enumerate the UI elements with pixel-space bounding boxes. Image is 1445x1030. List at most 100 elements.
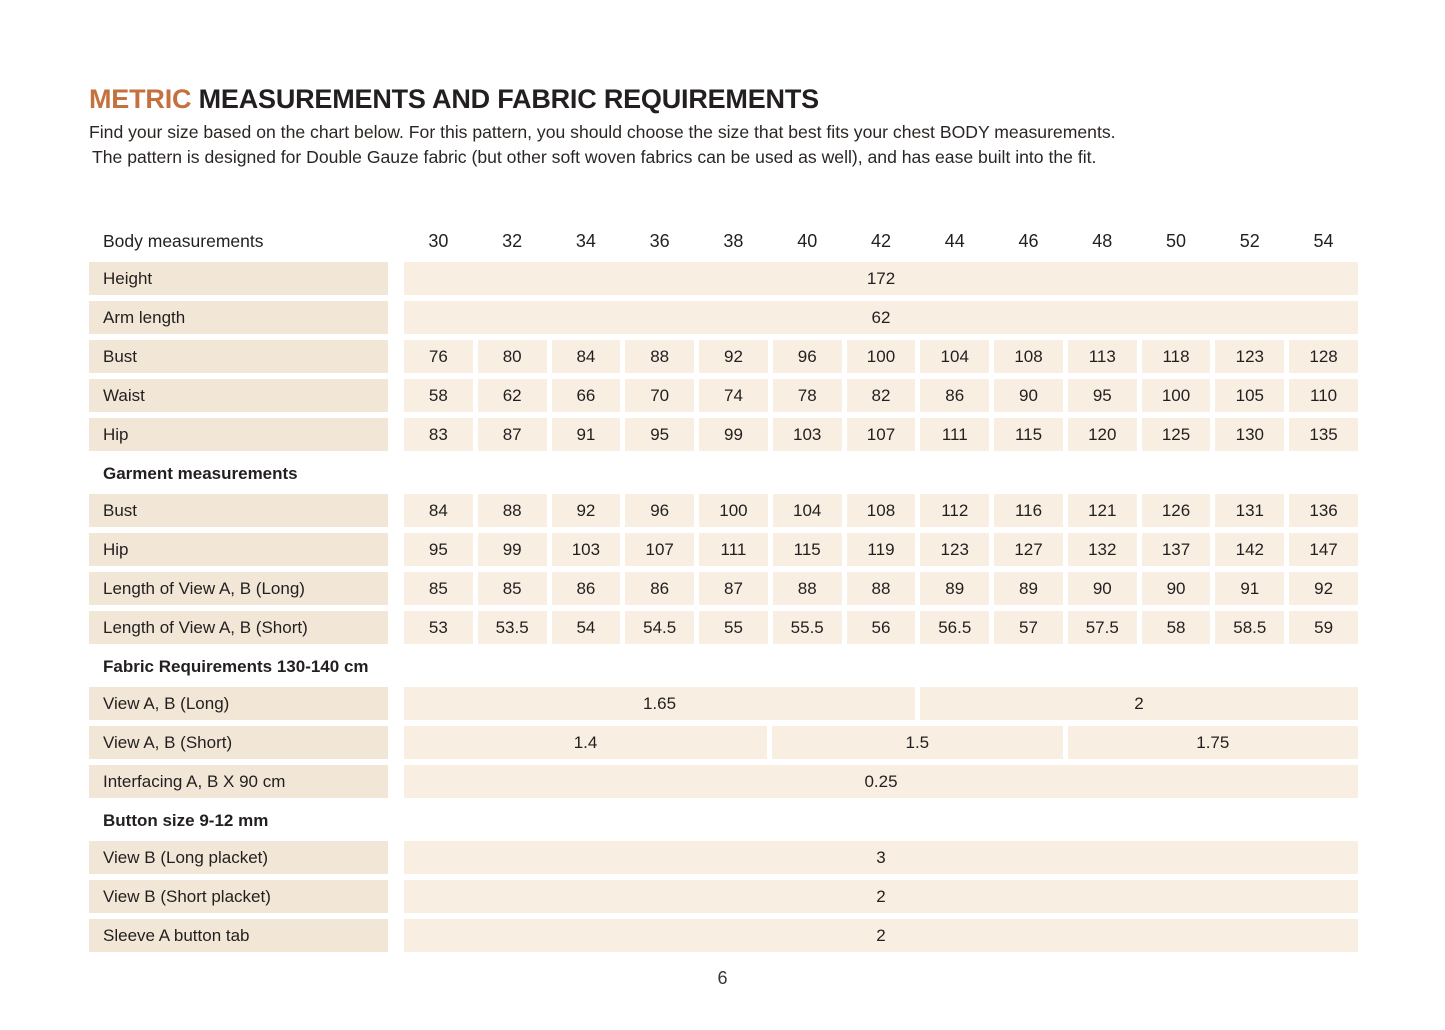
row-label: View A, B (Long) — [89, 687, 388, 720]
size-header-cell: 50 — [1166, 230, 1187, 251]
intro-line-1: Find your size based on the chart below.… — [89, 122, 1116, 143]
table-row: Bust 76 80 84 88 92 96 100 104 108 113 118 123 128 — [89, 340, 1358, 373]
size-header-cell: 36 — [649, 230, 670, 251]
table-row: View A, B (Short) 1.4 1.5 1.75 — [89, 726, 1359, 759]
table-row: Arm length 62 — [89, 301, 1358, 334]
table-row: View B (Short placket) 2 — [89, 880, 1358, 913]
section-title: Button size 9-12 mm — [103, 811, 269, 830]
table-cell: 86 — [625, 572, 695, 605]
table-cell: 91 — [1215, 572, 1285, 605]
table-cell: 90 — [1067, 572, 1137, 605]
row-data-area: 95 99 103 107 111 115 119 123 127 132 137 142 147 — [404, 533, 1358, 566]
table-cell: 53.5 — [477, 611, 547, 644]
size-header-cell: 54 — [1313, 230, 1334, 251]
table-cell: 78 — [772, 379, 842, 412]
cell-value: 172 — [866, 268, 896, 288]
table-cell: 99 — [699, 418, 768, 451]
table-cell: 55.5 — [772, 611, 842, 644]
row-data-area: 0.25 — [404, 765, 1358, 798]
table-row: Interfacing A, B X 90 cm 0.25 — [89, 765, 1358, 798]
row-label: Hip — [89, 418, 388, 451]
table-cell: 95 — [1067, 379, 1137, 412]
table-cell: 85 — [477, 572, 547, 605]
cell-value: 0.25 — [864, 771, 898, 791]
row-data-area: 1.4 1.5 1.75 — [404, 726, 1359, 759]
table-cell: 120 — [1067, 418, 1137, 451]
row-label: Hip — [89, 533, 388, 566]
row-label: View B (Short placket) — [89, 880, 388, 913]
row-data-area: 30 32 34 36 38 40 42 44 46 48 50 52 54 — [404, 224, 1358, 258]
size-header-cell: 44 — [944, 230, 965, 251]
measurements-table: Body measurements 30 32 34 36 38 40 42 44 46 48 50 5… — [89, 224, 1359, 958]
size-header-cell: 40 — [797, 230, 818, 251]
table-cell: 113 — [1067, 340, 1137, 373]
row-label: Bust — [89, 494, 388, 527]
table-cell: 123 — [1215, 340, 1285, 373]
table-cell: 91 — [551, 418, 621, 451]
table-cell: 131 — [1215, 494, 1285, 527]
table-cell: 66 — [551, 379, 621, 412]
table-row: Hip 83 87 91 95 99 103 107 111 115 120 125 130 135 — [89, 418, 1358, 451]
table-cell: 118 — [1141, 340, 1211, 373]
table-cell: 56 — [846, 611, 916, 644]
table-cell: 135 — [1289, 418, 1358, 451]
table-cell: 88 — [477, 494, 547, 527]
table-cell: 86 — [920, 379, 990, 412]
table-row: Fabric Requirements 130-140 cm — [89, 650, 1358, 684]
table-cell-group: 1.75 — [1067, 726, 1359, 759]
row-label: Arm length — [89, 301, 388, 334]
table-row: Length of View A, B (Short) 53 53.5 54 54.5 5… — [89, 611, 1358, 644]
row-data-area: 62 — [404, 301, 1358, 334]
table-cell: 89 — [920, 572, 990, 605]
table-cell: 123 — [920, 533, 990, 566]
table-cell: 57.5 — [1067, 611, 1137, 644]
table-row: Length of View A, B (Long) 85 85 86 86 87 88 88… — [89, 572, 1358, 605]
table-row: Hip 95 99 103 107 111 115 119 123 127 132 137 142 147 — [89, 533, 1358, 566]
intro-paragraph: Find your size based on the chart below.… — [89, 120, 1379, 170]
table-cell: 59 — [1289, 611, 1358, 644]
table-cell: 128 — [1289, 340, 1358, 373]
title-rest: MEASUREMENTS AND FABRIC REQUIREMENTS — [198, 84, 820, 114]
table-cell: 87 — [477, 418, 547, 451]
table-cell: 125 — [1141, 418, 1211, 451]
table-cell: 111 — [699, 533, 768, 566]
table-cell: 62 — [477, 379, 547, 412]
table-cell: 105 — [1215, 379, 1285, 412]
table-cell: 74 — [699, 379, 768, 412]
row-label: Height — [89, 262, 388, 295]
size-header-cell: 38 — [723, 230, 744, 251]
table-cell: 90 — [1141, 572, 1211, 605]
size-header-cell: 48 — [1092, 230, 1113, 251]
row-data-area: 2 — [404, 919, 1358, 952]
table-cell: 111 — [920, 418, 990, 451]
cell-value: 2 — [876, 886, 886, 906]
size-header-cell: 34 — [575, 230, 596, 251]
row-label: Sleeve A button tab — [89, 919, 388, 952]
table-cell: 112 — [920, 494, 990, 527]
section-title: Fabric Requirements 130-140 cm — [103, 657, 369, 676]
table-cell: 90 — [994, 379, 1063, 412]
row-data-area: 2 — [404, 880, 1358, 913]
table-cell: 92 — [699, 340, 768, 373]
table-cell: 86 — [551, 572, 621, 605]
table-row: View A, B (Long) 1.65 2 — [89, 687, 1358, 720]
table-cell: 96 — [772, 340, 842, 373]
table-cell: 137 — [1141, 533, 1211, 566]
table-cell: 54 — [551, 611, 621, 644]
table-cell-fullspan: 172 — [404, 262, 1358, 295]
table-cell: 121 — [1067, 494, 1137, 527]
row-data-area: 3 — [404, 841, 1358, 874]
table-cell: 100 — [846, 340, 916, 373]
table-cell: 107 — [625, 533, 695, 566]
row-data-area: 85 85 86 86 87 88 88 89 89 90 90 91 92 — [404, 572, 1358, 605]
heading-block: METRIC MEASUREMENTS AND FABRIC REQUIREME… — [89, 84, 1379, 170]
table-cell-group: 1.5 — [772, 726, 1063, 759]
table-cell: 104 — [920, 340, 990, 373]
row-data-area: 58 62 66 70 74 78 82 86 90 95 100 105 110 — [404, 379, 1358, 412]
table-cell: 76 — [404, 340, 473, 373]
table-cell: 108 — [846, 494, 916, 527]
cell-value: 2 — [876, 925, 886, 945]
page-number: 6 — [717, 968, 728, 988]
table-cell: 95 — [625, 418, 695, 451]
